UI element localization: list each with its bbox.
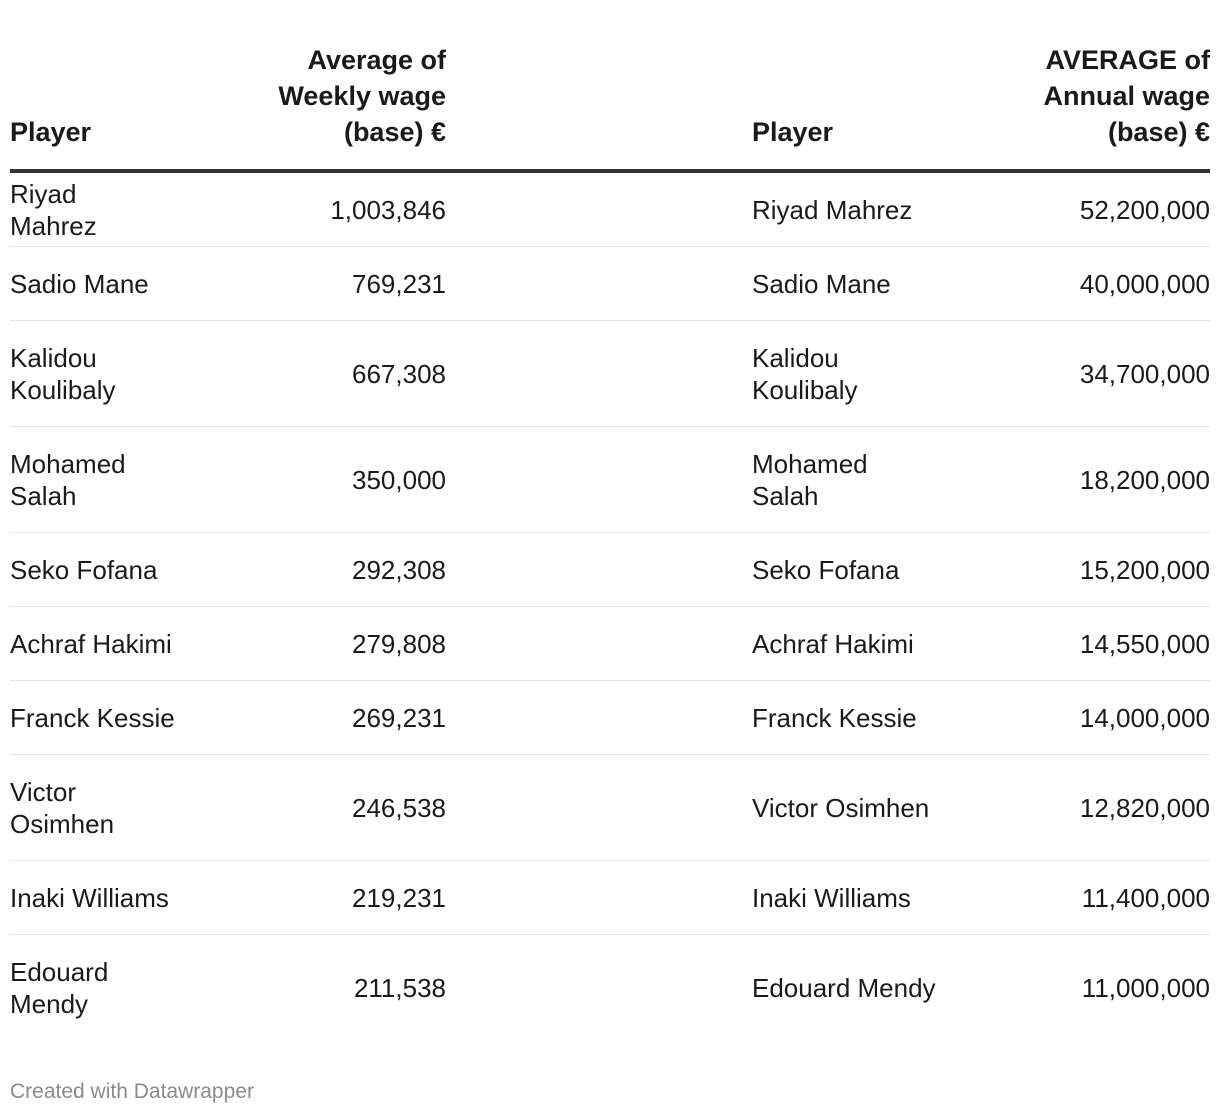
player-right-cell: Sadio Mane xyxy=(752,246,1010,321)
annual-wage-cell: 18,200,000 xyxy=(1010,426,1210,533)
player-left-cell: Riyad Mahrez xyxy=(10,171,266,247)
player-right-name: Seko Fofana xyxy=(752,554,900,585)
row-spacer xyxy=(446,860,752,935)
weekly-wage-cell: 667,308 xyxy=(266,320,446,427)
table-row: Franck Kessie 269,231 Franck Kessie 14,0… xyxy=(10,680,1210,755)
table-row: Edouard Mendy 211,538 Edouard Mendy 11,0… xyxy=(10,935,1210,1041)
weekly-wage-cell: 1,003,846 xyxy=(266,171,446,247)
header-annual-line3: (base) € xyxy=(1107,117,1210,147)
weekly-wage-cell: 292,308 xyxy=(266,532,446,607)
header-weekly-wage: Average of Weekly wage (base) € xyxy=(266,42,446,173)
table-header-row: Player Average of Weekly wage (base) € P… xyxy=(10,42,1210,173)
row-spacer xyxy=(446,680,752,755)
player-left-name: Seko Fofana xyxy=(10,554,158,585)
row-spacer xyxy=(446,754,752,861)
table-row: Inaki Williams 219,231 Inaki Williams 11… xyxy=(10,860,1210,935)
weekly-wage-cell: 246,538 xyxy=(266,754,446,861)
table-row: Sadio Mane 769,231 Sadio Mane 40,000,000 xyxy=(10,246,1210,321)
weekly-wage-cell: 769,231 xyxy=(266,246,446,321)
weekly-wage-cell: 219,231 xyxy=(266,860,446,935)
player-left-name: Edouard Mendy xyxy=(10,956,109,1019)
player-right-cell: Mohamed Salah xyxy=(752,426,1010,533)
player-right-cell: Inaki Williams xyxy=(752,860,1010,935)
table-row: Achraf Hakimi 279,808 Achraf Hakimi 14,5… xyxy=(10,606,1210,681)
table-row: Seko Fofana 292,308 Seko Fofana 15,200,0… xyxy=(10,532,1210,607)
player-left-cell: Victor Osimhen xyxy=(10,754,266,861)
player-left-name: Inaki Williams xyxy=(10,882,169,913)
table-row: Kalidou Koulibaly 667,308 Kalidou Koulib… xyxy=(10,320,1210,427)
wage-table: Player Average of Weekly wage (base) € P… xyxy=(10,42,1210,1040)
annual-wage-cell: 11,000,000 xyxy=(1081,972,1210,1003)
player-right-cell: Kalidou Koulibaly xyxy=(752,320,1010,427)
row-spacer xyxy=(446,171,752,247)
row-spacer xyxy=(446,426,752,533)
row-spacer xyxy=(446,606,752,681)
table-row: Victor Osimhen 246,538 Victor Osimhen 12… xyxy=(10,754,1210,861)
player-left-cell: Sadio Mane xyxy=(10,246,266,321)
player-right-cell: Victor Osimhen xyxy=(752,754,1010,861)
annual-wage-cell: 14,000,000 xyxy=(1010,680,1210,755)
player-left-name: Riyad Mahrez xyxy=(10,178,97,241)
player-right-name: Kalidou Koulibaly xyxy=(752,342,858,405)
header-weekly-line1: Average of xyxy=(307,45,446,75)
player-left-name: Sadio Mane xyxy=(10,268,149,299)
row-spacer xyxy=(446,532,752,607)
player-left-cell: Kalidou Koulibaly xyxy=(10,320,266,427)
player-left-cell: Mohamed Salah xyxy=(10,426,266,533)
header-weekly-line2: Weekly wage xyxy=(278,81,446,111)
weekly-wage-cell: 350,000 xyxy=(266,426,446,533)
player-left-name: Achraf Hakimi xyxy=(10,628,172,659)
annual-wage-cell: 52,200,000 xyxy=(1010,171,1210,247)
player-right-cell: Edouard Mendy xyxy=(752,935,1010,1041)
player-left-name: Franck Kessie xyxy=(10,702,175,733)
row-spacer xyxy=(446,320,752,427)
player-right-name: Inaki Williams xyxy=(752,882,911,913)
annual-wage-cell: 12,820,000 xyxy=(1010,754,1210,861)
player-right-name: Edouard Mendy xyxy=(752,972,936,1003)
header-player-right: Player xyxy=(752,42,1010,173)
player-left-cell: Inaki Williams xyxy=(10,860,266,935)
datawrapper-credit: Created with Datawrapper xyxy=(10,1080,254,1103)
player-right-name: Riyad Mahrez xyxy=(752,194,913,225)
annual-wage-cell: 11,400,000 xyxy=(1010,860,1210,935)
header-annual-wage: AVERAGE of Annual wage (base) € xyxy=(1010,42,1210,173)
player-right-cell: Seko Fofana xyxy=(752,532,1010,607)
player-left-cell: Achraf Hakimi xyxy=(10,606,266,681)
wage-table-container: Player Average of Weekly wage (base) € P… xyxy=(10,42,1210,1040)
player-left-name: Victor Osimhen xyxy=(10,776,115,839)
annual-wage-cell: 14,550,000 xyxy=(1010,606,1210,681)
player-left-cell: Edouard Mendy xyxy=(10,935,266,1041)
weekly-wage-cell: 279,808 xyxy=(266,606,446,681)
player-right-name: Mohamed Salah xyxy=(752,448,868,511)
row-spacer xyxy=(446,935,752,1041)
player-right-name: Victor Osimhen xyxy=(752,792,930,823)
header-spacer xyxy=(446,42,752,173)
player-right-name: Sadio Mane xyxy=(752,268,891,299)
player-right-cell: Franck Kessie xyxy=(752,680,1010,755)
row-spacer xyxy=(446,246,752,321)
player-left-cell: Seko Fofana xyxy=(10,532,266,607)
player-right-name: Franck Kessie xyxy=(752,702,917,733)
player-right-name: Achraf Hakimi xyxy=(752,628,914,659)
table-row: Mohamed Salah 350,000 Mohamed Salah 18,2… xyxy=(10,426,1210,533)
player-left-name: Kalidou Koulibaly xyxy=(10,342,116,405)
annual-wage-cell: 15,200,000 xyxy=(1010,532,1210,607)
player-left-cell: Franck Kessie xyxy=(10,680,266,755)
annual-wage-cell: 34,700,000 xyxy=(1010,320,1210,427)
annual-wage-cell: 40,000,000 xyxy=(1010,246,1210,321)
player-right-cell: Riyad Mahrez xyxy=(752,171,1010,247)
header-annual-line2: Annual wage xyxy=(1043,81,1210,111)
header-player-left: Player xyxy=(10,42,266,173)
player-right-cell: Achraf Hakimi xyxy=(752,606,1010,681)
weekly-wage-cell: 269,231 xyxy=(266,680,446,755)
header-annual-line1: AVERAGE of xyxy=(1045,45,1210,75)
table-row: Riyad Mahrez 1,003,846 Riyad Mahrez 52,2… xyxy=(10,171,1210,247)
header-weekly-line3: (base) € xyxy=(343,117,446,147)
player-left-name: Mohamed Salah xyxy=(10,448,126,511)
weekly-wage-cell: 211,538 xyxy=(353,972,446,1003)
